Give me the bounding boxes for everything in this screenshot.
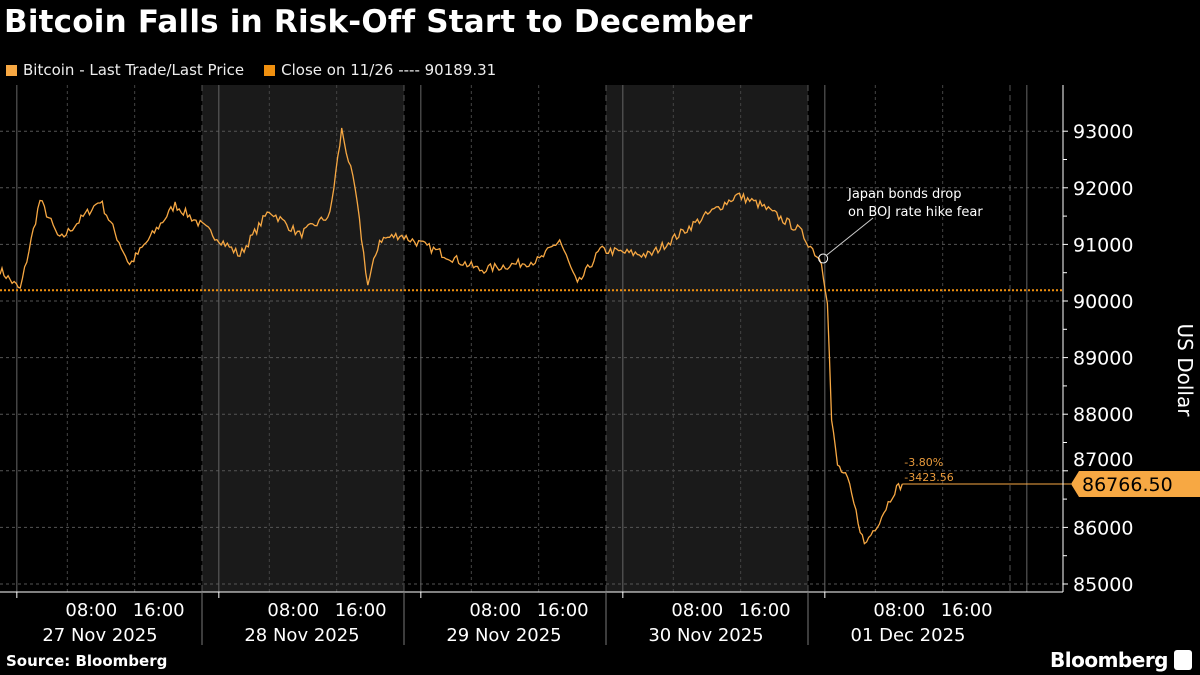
change-pct-label: -3.80% [904, 456, 943, 469]
x-hour-label: 16:00 [335, 600, 387, 621]
annotation-marker [818, 253, 829, 264]
change-abs-label: -3423.56 [904, 471, 953, 484]
y-tick-label: 93000 [1073, 121, 1133, 143]
y-tick-label: 92000 [1073, 178, 1133, 200]
legend: Bitcoin - Last Trade/Last Price Close on… [6, 61, 496, 79]
chart-title: Bitcoin Falls in Risk-Off Start to Decem… [4, 4, 753, 40]
weekend-shading [202, 85, 404, 592]
source-note: Source: Bloomberg [6, 652, 168, 670]
x-hour-label: 16:00 [537, 600, 589, 621]
weekend-shading [606, 85, 808, 592]
brand-logo: Bloomberg [1050, 648, 1168, 672]
y-tick-label: 89000 [1073, 348, 1133, 370]
legend-label-close: Close on 11/26 ---- 90189.31 [281, 61, 497, 79]
x-hour-label: 16:00 [739, 600, 791, 621]
x-hour-label: 08:00 [469, 600, 521, 621]
y-axis-label: US Dollar [1173, 324, 1197, 418]
legend-swatch-bitcoin [6, 64, 17, 76]
annotation-text: on BOJ rate hike fear [848, 205, 983, 220]
annotation-text: Japan bonds drop [847, 187, 962, 202]
y-tick-label: 90000 [1073, 291, 1133, 313]
last-value-badge [1071, 471, 1200, 498]
x-day-label: 28 Nov 2025 [244, 625, 359, 646]
x-hour-label: 08:00 [65, 600, 117, 621]
x-hour-label: 08:00 [267, 600, 319, 621]
y-tick-label: 87000 [1073, 449, 1133, 471]
y-tick-label: 88000 [1073, 404, 1133, 426]
x-hour-label: 16:00 [941, 600, 993, 621]
x-hour-label: 08:00 [671, 600, 723, 621]
legend-swatch-close [264, 64, 276, 76]
x-day-label: 01 Dec 2025 [851, 625, 966, 646]
y-tick-label: 86000 [1073, 517, 1133, 539]
annotation-leader [825, 217, 874, 256]
last-value-label: 86766.50 [1082, 474, 1173, 496]
x-day-label: 27 Nov 2025 [42, 625, 157, 646]
x-hour-label: 08:00 [873, 600, 925, 621]
legend-label-bitcoin: Bitcoin - Last Trade/Last Price [23, 61, 245, 79]
y-tick-label: 91000 [1073, 234, 1133, 256]
x-day-label: 29 Nov 2025 [446, 625, 561, 646]
x-day-label: 30 Nov 2025 [648, 625, 763, 646]
x-hour-label: 16:00 [133, 600, 185, 621]
bitcoin-price-line [0, 127, 903, 545]
bloomberg-icon [1174, 650, 1192, 670]
y-tick-label: 85000 [1073, 574, 1133, 596]
